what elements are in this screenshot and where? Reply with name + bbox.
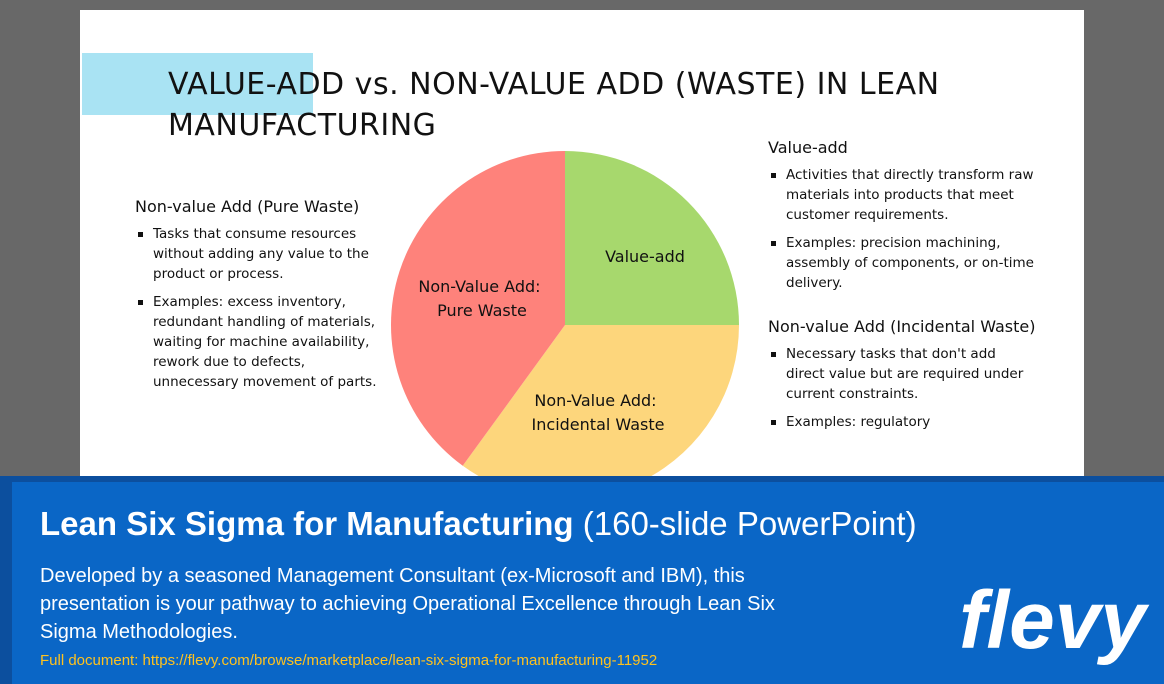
list-item: Tasks that consume resources without add… bbox=[135, 224, 385, 284]
banner-title-main: Lean Six Sigma for Manufacturing bbox=[40, 505, 574, 542]
list-item: Activities that directly transform raw m… bbox=[768, 165, 1038, 225]
value-add-heading: Value-add bbox=[768, 138, 848, 157]
banner-left-border bbox=[0, 476, 12, 684]
banner-title: Lean Six Sigma for Manufacturing (160-sl… bbox=[40, 504, 917, 544]
value-add-column: Value-add Activities that directly trans… bbox=[768, 136, 1038, 440]
list-item: Necessary tasks that don't add direct va… bbox=[768, 344, 1038, 404]
pure-waste-heading: Non-value Add (Pure Waste) bbox=[135, 197, 360, 216]
value-add-list: Activities that directly transform raw m… bbox=[768, 165, 1038, 293]
list-item: Examples: regulatory bbox=[768, 412, 1038, 432]
pure-waste-column: Non-value Add (Pure Waste) Tasks that co… bbox=[135, 195, 385, 400]
list-item: Examples: precision machining, assembly … bbox=[768, 233, 1038, 293]
flevy-logo[interactable]: flevy bbox=[950, 566, 1150, 666]
incidental-waste-list: Necessary tasks that don't add direct va… bbox=[768, 344, 1038, 432]
promo-banner: Lean Six Sigma for Manufacturing (160-sl… bbox=[0, 476, 1164, 684]
banner-top-border bbox=[0, 476, 1164, 482]
pie-slice-value-add bbox=[565, 151, 739, 325]
pie-slice-pure-waste bbox=[391, 151, 565, 466]
pie-slice-incidental-waste bbox=[462, 325, 739, 476]
list-item: Examples: excess inventory, redundant ha… bbox=[135, 292, 385, 392]
pure-waste-list: Tasks that consume resources without add… bbox=[135, 224, 385, 392]
pie-chart: Value-add Non-Value Add: Incidental Wast… bbox=[390, 150, 740, 476]
banner-description: Developed by a seasoned Management Consu… bbox=[40, 565, 775, 643]
slide: VALUE-ADD vs. NON-VALUE ADD (WASTE) IN L… bbox=[80, 10, 1084, 476]
banner-title-subtitle: (160-slide PowerPoint) bbox=[582, 505, 917, 542]
title-accent-bar bbox=[82, 53, 313, 115]
incidental-waste-heading: Non-value Add (Incidental Waste) bbox=[768, 317, 1036, 336]
pie-label-value-add: Value-add bbox=[605, 247, 685, 266]
full-document-link[interactable]: Full document: https://flevy.com/browse/… bbox=[40, 652, 658, 669]
pie-label-incidental-waste: Non-Value Add: Incidental Waste bbox=[532, 391, 665, 434]
slide-title: VALUE-ADD vs. NON-VALUE ADD (WASTE) IN L… bbox=[168, 67, 940, 143]
logo-text: flevy bbox=[959, 575, 1150, 666]
pie-label-pure-waste: Non-Value Add: Pure Waste bbox=[418, 277, 545, 320]
